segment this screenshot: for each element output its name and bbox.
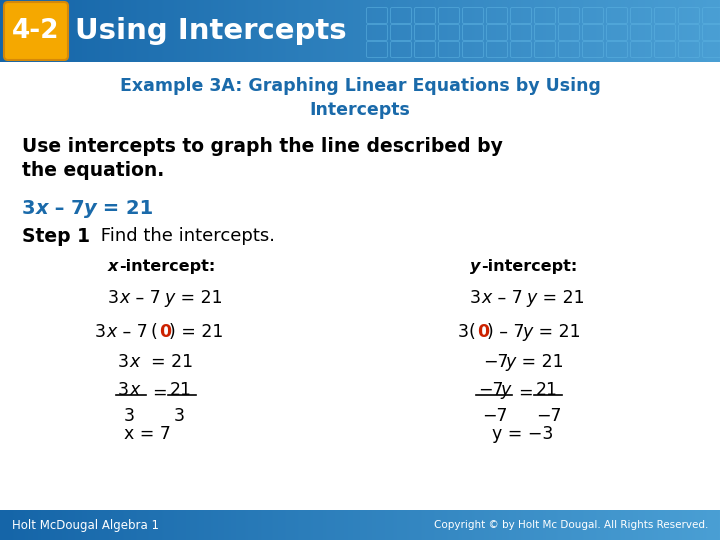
- Text: x: x: [108, 259, 118, 274]
- Text: -intercept:: -intercept:: [481, 259, 577, 274]
- Text: – 7: – 7: [492, 289, 523, 307]
- Text: 0: 0: [477, 323, 489, 341]
- Text: 3: 3: [22, 199, 35, 218]
- Text: y = −3: y = −3: [492, 425, 554, 443]
- Text: Step 1: Step 1: [22, 227, 90, 246]
- Text: y: y: [84, 199, 96, 218]
- Text: =: =: [518, 384, 533, 402]
- Text: ) – 7: ) – 7: [487, 323, 524, 341]
- Text: y: y: [505, 353, 516, 371]
- Text: −7: −7: [536, 407, 562, 425]
- Text: y: y: [522, 323, 532, 341]
- Text: Copyright © by Holt Mc Dougal. All Rights Reserved.: Copyright © by Holt Mc Dougal. All Right…: [433, 520, 708, 530]
- Text: – 7: – 7: [117, 323, 148, 341]
- Text: Using Intercepts: Using Intercepts: [75, 17, 346, 45]
- Text: Example 3A: Graphing Linear Equations by Using
Intercepts: Example 3A: Graphing Linear Equations by…: [120, 77, 600, 119]
- Text: = 21: = 21: [175, 289, 222, 307]
- Text: 3: 3: [108, 289, 119, 307]
- FancyBboxPatch shape: [4, 2, 68, 60]
- Text: Holt McDougal Algebra 1: Holt McDougal Algebra 1: [12, 518, 159, 531]
- Text: y: y: [526, 289, 536, 307]
- Text: 3: 3: [470, 289, 481, 307]
- Text: (: (: [151, 323, 158, 341]
- Text: = 21: = 21: [516, 353, 564, 371]
- Text: −7: −7: [478, 381, 503, 399]
- Text: 3: 3: [118, 381, 129, 399]
- Text: – 7: – 7: [48, 199, 85, 218]
- Text: 3: 3: [458, 323, 469, 341]
- Text: Find the intercepts.: Find the intercepts.: [95, 227, 275, 245]
- Text: 21: 21: [536, 381, 558, 399]
- Text: 3: 3: [124, 407, 135, 425]
- Text: x: x: [36, 199, 49, 218]
- Text: – 7: – 7: [130, 289, 161, 307]
- Text: 3: 3: [118, 353, 129, 371]
- Text: y: y: [470, 259, 480, 274]
- Text: y: y: [500, 381, 510, 399]
- Text: (: (: [469, 323, 476, 341]
- Text: 0: 0: [159, 323, 171, 341]
- Text: −7: −7: [483, 353, 508, 371]
- Text: Use intercepts to graph the line described by
the equation.: Use intercepts to graph the line describ…: [22, 137, 503, 179]
- Text: x: x: [129, 381, 139, 399]
- Text: 3: 3: [95, 323, 106, 341]
- Text: 4-2: 4-2: [12, 18, 60, 44]
- Text: 3: 3: [174, 407, 185, 425]
- Text: 21: 21: [170, 381, 192, 399]
- Text: =: =: [152, 384, 166, 402]
- Text: x: x: [129, 353, 139, 371]
- Text: ) = 21: ) = 21: [169, 323, 223, 341]
- Text: x: x: [119, 289, 130, 307]
- Text: y: y: [164, 289, 174, 307]
- Text: = 21: = 21: [96, 199, 153, 218]
- Text: x = 7: x = 7: [124, 425, 171, 443]
- Text: -intercept:: -intercept:: [119, 259, 215, 274]
- Text: = 21: = 21: [537, 289, 585, 307]
- Text: −7: −7: [482, 407, 508, 425]
- Text: = 21: = 21: [533, 323, 580, 341]
- Text: = 21: = 21: [140, 353, 193, 371]
- Text: x: x: [481, 289, 491, 307]
- Text: x: x: [106, 323, 116, 341]
